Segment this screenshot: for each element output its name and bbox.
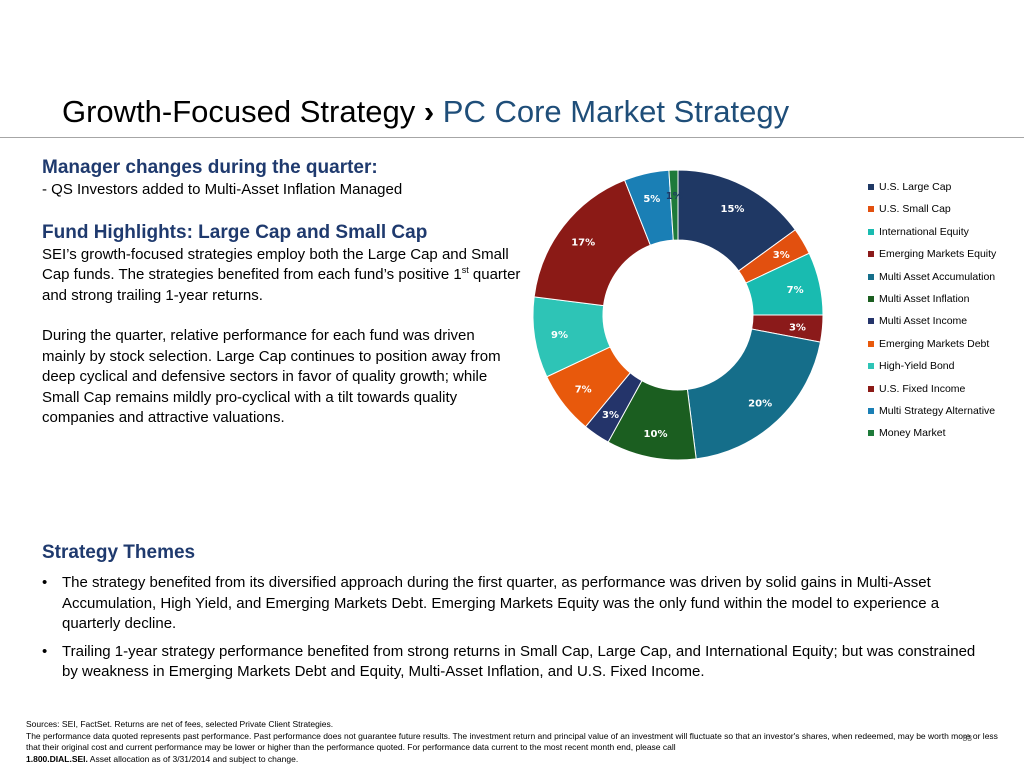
legend-item: Emerging Markets Debt — [868, 337, 1024, 359]
legend-item: Multi Asset Income — [868, 314, 1024, 336]
legend-label: U.S. Fixed Income — [879, 382, 966, 395]
legend-label: Multi Strategy Alternative — [879, 404, 996, 417]
legend-item: Multi Strategy Alternative — [868, 404, 1024, 426]
legend-swatch — [868, 363, 874, 370]
footer-disclosure: Sources: SEI, FactSet. Returns are net o… — [26, 719, 1006, 765]
theme-bullet-1: • The strategy benefited from its divers… — [42, 573, 992, 635]
footer-phone: 1.800.DIAL.SEI. — [26, 753, 88, 764]
legend-label: Multi Asset Inflation — [879, 292, 970, 305]
page-title: Growth-Focused Strategy › PC Core Market… — [62, 94, 789, 130]
page-number: 33 — [962, 733, 972, 743]
title-divider — [0, 137, 1024, 138]
donut-slice-4 — [686, 328, 822, 460]
legend-swatch — [868, 430, 874, 437]
slice-label-9: 17% — [571, 237, 595, 248]
slice-label-4: 20% — [748, 398, 772, 409]
legend-label: International Equity — [879, 225, 969, 238]
legend-label: Money Market — [879, 427, 946, 440]
legend-label: Multi Asset Income — [879, 315, 968, 328]
legend-label: Emerging Markets Debt — [879, 337, 990, 350]
legend-label: High-Yield Bond — [879, 360, 955, 373]
slice-label-2: 7% — [787, 285, 804, 296]
bullet-marker: • — [42, 642, 48, 660]
legend-swatch — [868, 407, 874, 414]
legend-label: U.S. Small Cap — [879, 203, 951, 216]
legend-label: Multi Asset Accumulation — [879, 270, 996, 283]
legend-swatch — [868, 228, 874, 235]
theme-bullet-text: Trailing 1-year strategy performance ben… — [62, 642, 976, 681]
legend-label: U.S. Large Cap — [879, 181, 952, 193]
legend-item: Multi Asset Inflation — [868, 292, 1024, 314]
ordinal-superscript: st — [461, 265, 469, 275]
slice-label-8: 9% — [551, 330, 568, 341]
legend-swatch — [868, 385, 874, 392]
slice-label-5: 10% — [644, 429, 668, 440]
highlights-heading: Fund Highlights: Large Cap and Small Cap — [42, 221, 428, 243]
slice-label-0: 15% — [721, 204, 745, 215]
legend-item: Emerging Markets Equity — [868, 247, 1024, 269]
strategy-themes: Strategy Themes • The strategy benefited… — [42, 541, 992, 690]
slice-label-10: 5% — [643, 194, 660, 205]
slice-label-6: 3% — [602, 410, 619, 421]
legend-item: International Equity — [868, 225, 1024, 247]
legend-swatch — [868, 206, 874, 213]
legend-item: U.S. Fixed Income — [868, 382, 1024, 404]
theme-bullet-text: The strategy benefited from its diversif… — [62, 574, 940, 632]
legend-item: Multi Asset Accumulation — [868, 270, 1024, 292]
highlights-paragraph-1: SEI’s growth-focused strategies employ b… — [42, 245, 521, 304]
slice-label-3: 3% — [789, 322, 806, 333]
footer-disclaimer: The performance data quoted represents p… — [26, 730, 998, 764]
allocation-donut-chart: 15% 3% 7% 3% 20% 10% 3% 7% 9% 17% 5% 1% — [520, 160, 850, 470]
themes-heading: Strategy Themes — [42, 542, 196, 563]
legend-swatch — [868, 251, 874, 258]
chart-legend: U.S. Large Cap U.S. Small Cap Internationa… — [868, 180, 1024, 449]
slice-label-1: 3% — [773, 250, 790, 261]
legend-swatch — [868, 340, 874, 347]
title-subtitle: PC Core Market Strategy — [442, 94, 790, 129]
manager-line: - QS Investors added to Multi-Asset Infl… — [42, 181, 403, 198]
legend-swatch — [868, 295, 874, 302]
slice-label-11: 1% — [666, 191, 683, 202]
bullet-marker: • — [42, 574, 48, 591]
manager-heading: Manager changes during the quarter: — [42, 157, 378, 178]
title-separator: › — [423, 94, 435, 129]
highlights-paragraph-2: During the quarter, relative performance… — [42, 327, 501, 426]
donut-slice-11 — [668, 169, 679, 241]
legend-item: Money Market — [868, 426, 1024, 448]
legend-swatch — [868, 318, 874, 325]
legend-item: U.S. Small Cap — [868, 202, 1024, 224]
donut-svg: 15% 3% 7% 3% 20% 10% 3% 7% 9% 17% 5% 1% — [532, 169, 824, 461]
left-text-column: Manager changes during the quarter: - QS… — [42, 156, 522, 429]
legend-item: U.S. Large Cap — [868, 180, 1024, 202]
legend-swatch — [868, 184, 874, 190]
legend-item: High-Yield Bond — [868, 359, 1024, 381]
slice-label-7: 7% — [575, 385, 592, 396]
legend-label: Emerging Markets Equity — [879, 248, 997, 261]
theme-bullet-2: • Trailing 1-year strategy performance b… — [42, 642, 992, 683]
title-main: Growth-Focused Strategy — [62, 94, 416, 129]
legend-swatch — [868, 273, 874, 280]
footer-sources: Sources: SEI, FactSet. Returns are net o… — [26, 719, 334, 729]
